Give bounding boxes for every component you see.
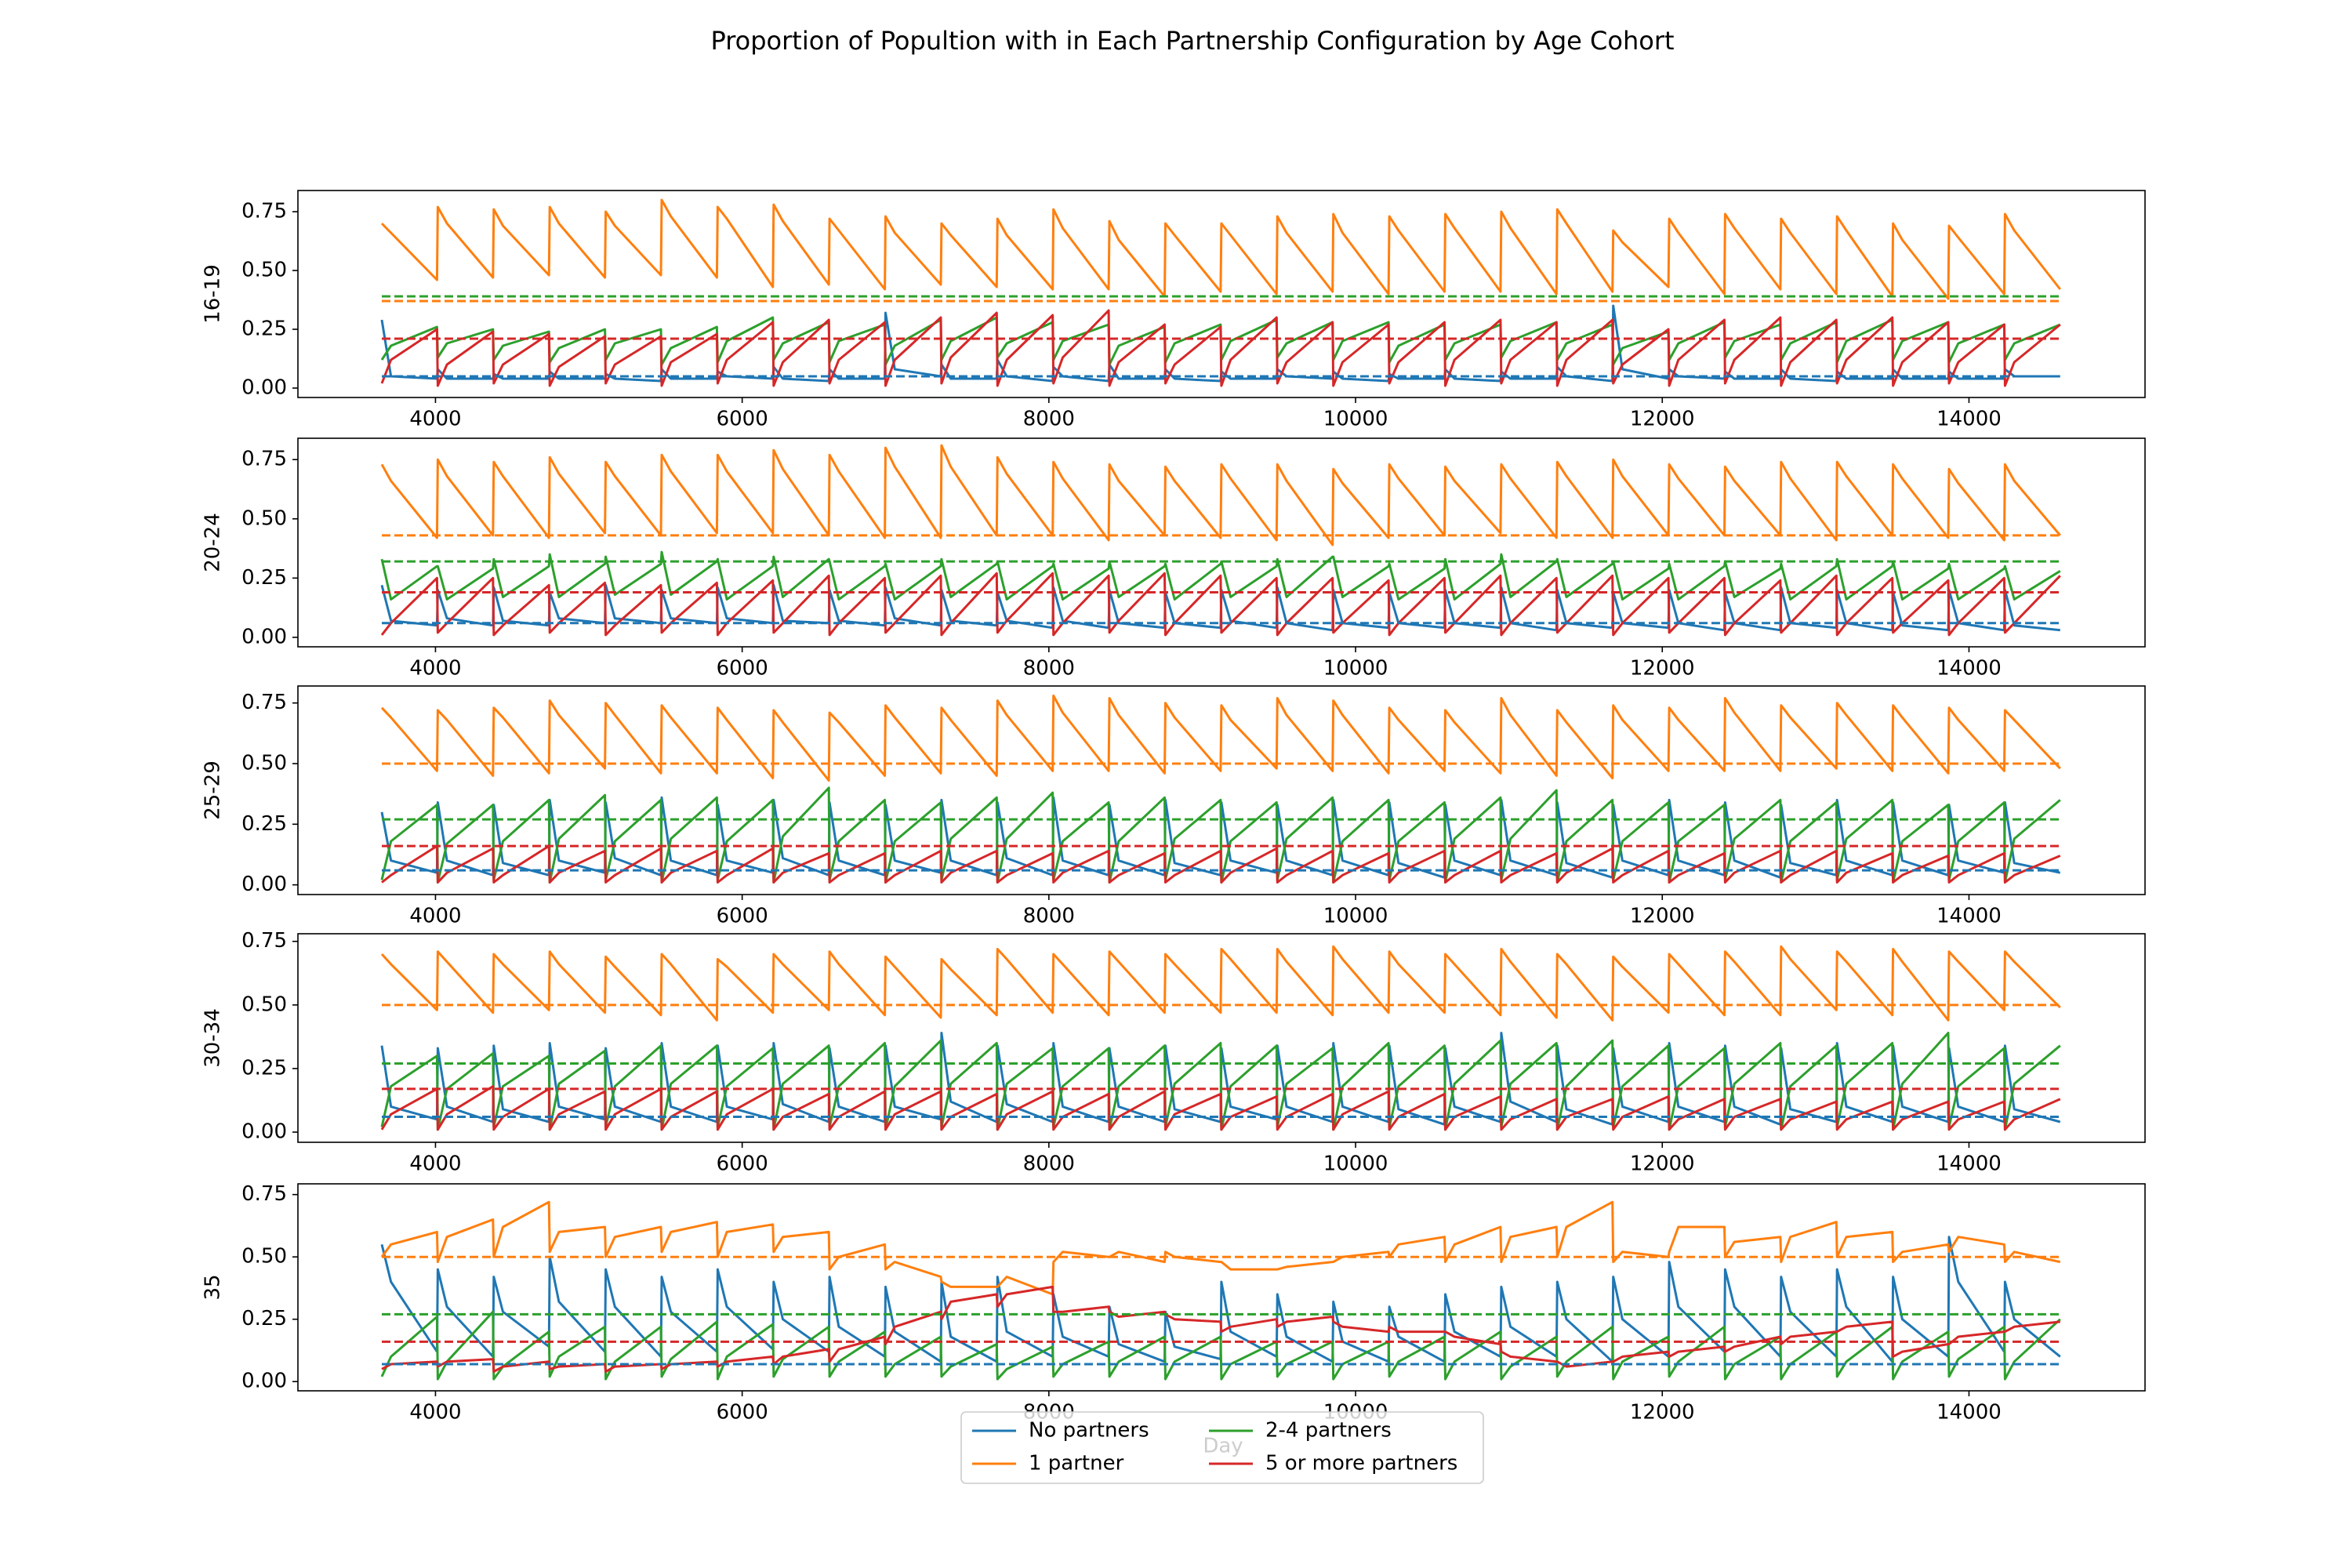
y-tick-label: 0.50 — [241, 506, 287, 530]
x-tick-label: 8000 — [1023, 408, 1075, 431]
axes-frame — [297, 933, 2146, 1143]
y-tick-label: 0.75 — [241, 929, 287, 953]
y-tick-label: 0.25 — [241, 812, 287, 836]
x-tick-label: 14000 — [1936, 408, 2002, 431]
x-tick-label: 14000 — [1936, 657, 2002, 681]
series-line — [380, 572, 2061, 637]
x-tick-label: 14000 — [1936, 1152, 2002, 1176]
y-tick-label: 0.00 — [241, 1120, 287, 1144]
x-tick-label: 8000 — [1023, 1152, 1075, 1176]
series-line — [380, 198, 2061, 300]
series-line — [380, 444, 2061, 546]
series-line — [381, 844, 2061, 884]
y-tick-label: 0.25 — [241, 1056, 287, 1080]
y-axis-label: 16-19 — [201, 264, 225, 324]
y-tick-label: 0.75 — [241, 1182, 287, 1206]
series-line — [380, 694, 2061, 782]
chart-title: Proportion of Popultion with in Each Par… — [710, 26, 1674, 56]
plot-area — [380, 694, 2061, 884]
axes-frame — [297, 190, 2146, 398]
x-tick-label: 6000 — [717, 408, 768, 431]
y-axis-label: 30-34 — [201, 1008, 225, 1068]
y-tick-label: 0.00 — [241, 873, 287, 896]
y-axis-label: 25-29 — [201, 760, 225, 820]
x-tick-label: 6000 — [717, 905, 768, 928]
y-tick-label: 0.00 — [241, 625, 287, 648]
x-tick-label: 6000 — [717, 1152, 768, 1176]
plot-area — [380, 1200, 2061, 1381]
series-line — [380, 1085, 2061, 1131]
x-tick-label: 6000 — [717, 657, 768, 681]
y-tick-label: 0.75 — [241, 200, 287, 223]
x-tick-label: 4000 — [409, 1401, 461, 1425]
y-tick-label: 0.75 — [241, 448, 287, 471]
legend-label: No partners — [1029, 1419, 1149, 1443]
y-tick-label: 0.50 — [241, 993, 287, 1016]
series-line — [380, 1200, 2061, 1296]
plot-area — [380, 945, 2061, 1131]
plot-area — [380, 198, 2061, 387]
x-tick-label: 10000 — [1323, 657, 1388, 681]
y-tick-label: 0.00 — [241, 1370, 287, 1393]
x-tick-label: 4000 — [409, 408, 461, 431]
series-line — [380, 550, 2061, 601]
x-tick-label: 8000 — [1023, 905, 1075, 928]
y-tick-label: 0.75 — [241, 691, 287, 714]
y-tick-label: 0.50 — [241, 1245, 287, 1269]
axes-frame — [297, 685, 2146, 895]
x-tick-label: 14000 — [1936, 905, 2002, 928]
x-tick-label: 12000 — [1630, 905, 1695, 928]
legend-box — [960, 1411, 1484, 1484]
x-tick-label: 10000 — [1323, 408, 1388, 431]
x-tick-label: 12000 — [1630, 1152, 1695, 1176]
legend-label: 2-4 partners — [1265, 1419, 1392, 1443]
x-tick-label: 12000 — [1630, 657, 1695, 681]
y-tick-label: 0.50 — [241, 259, 287, 282]
y-tick-label: 0.50 — [241, 751, 287, 775]
plot-area — [380, 444, 2061, 637]
legend-label: 5 or more partners — [1265, 1452, 1457, 1475]
x-tick-label: 12000 — [1630, 1401, 1695, 1425]
x-tick-label: 10000 — [1323, 1152, 1388, 1176]
x-tick-label: 4000 — [409, 905, 461, 928]
y-axis-label: 35 — [201, 1274, 225, 1300]
x-tick-label: 10000 — [1323, 905, 1388, 928]
x-tick-label: 4000 — [409, 1152, 461, 1176]
series-line — [380, 945, 2061, 1022]
y-tick-label: 0.25 — [241, 318, 287, 341]
series-line — [381, 1285, 2060, 1373]
legend-label: 1 partner — [1029, 1452, 1124, 1475]
x-tick-label: 4000 — [409, 657, 461, 681]
y-tick-label: 0.25 — [241, 566, 287, 590]
x-tick-label: 14000 — [1936, 1401, 2002, 1425]
axes-frame — [297, 1183, 2146, 1392]
y-tick-label: 0.00 — [241, 376, 287, 400]
y-tick-label: 0.25 — [241, 1307, 287, 1330]
x-tick-label: 8000 — [1023, 657, 1075, 681]
y-axis-label: 20-24 — [201, 513, 225, 572]
axes-frame — [297, 437, 2146, 648]
x-tick-label: 12000 — [1630, 408, 1695, 431]
x-tick-label: 6000 — [717, 1401, 768, 1425]
